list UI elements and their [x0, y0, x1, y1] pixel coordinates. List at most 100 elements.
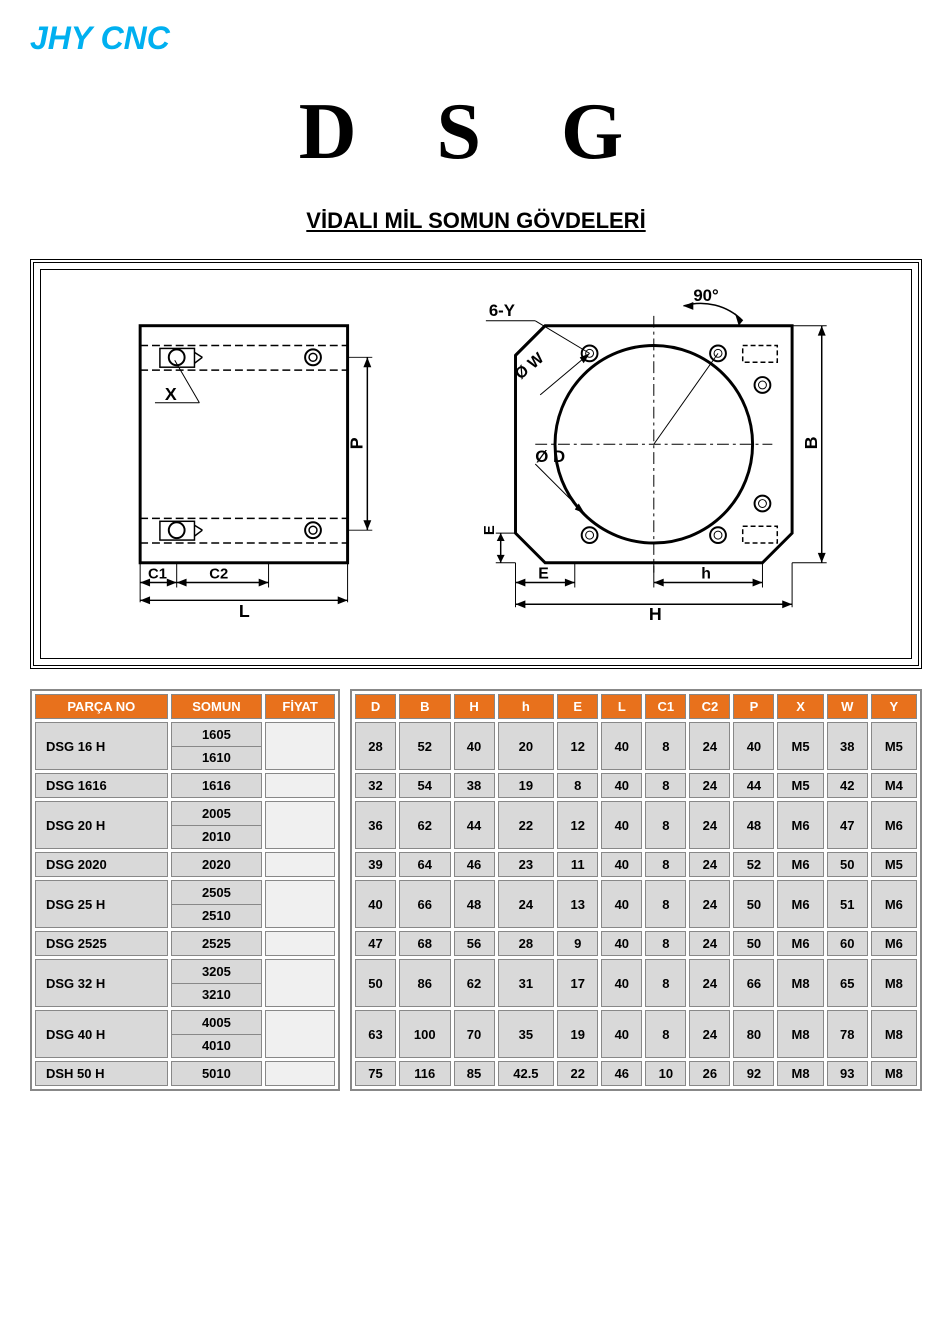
svg-text:B: B	[801, 436, 821, 449]
part-no: DSH 50 H	[35, 1061, 168, 1086]
main-title: D S G	[30, 87, 922, 178]
dim-cell: M5	[777, 773, 823, 798]
somun: 20052010	[171, 801, 263, 849]
table-row: 50866231174082466M865M8	[355, 959, 917, 1007]
svg-text:X: X	[165, 384, 177, 404]
svg-text:h: h	[701, 566, 711, 583]
dim-cell: 40	[454, 722, 495, 770]
dim-cell: 68	[399, 931, 450, 956]
svg-text:C1: C1	[148, 567, 167, 583]
fiyat	[265, 931, 335, 956]
somun: 40054010	[171, 1010, 263, 1058]
dim-cell: 20	[498, 722, 555, 770]
dim-cell: M8	[871, 1061, 917, 1086]
table-row: DSH 50 H5010	[35, 1061, 335, 1086]
dim-cell: 42.5	[498, 1061, 555, 1086]
fiyat	[265, 880, 335, 928]
dim-cell: 40	[601, 852, 642, 877]
dim-cell: 24	[498, 880, 555, 928]
table-row: DSG 16161616	[35, 773, 335, 798]
dim-cell: 24	[689, 959, 730, 1007]
dim-cell: M8	[871, 959, 917, 1007]
bolt-hole	[160, 348, 202, 367]
dim-cell: M5	[777, 722, 823, 770]
dim-cell: 22	[557, 1061, 598, 1086]
table-row: DSG 20 H20052010	[35, 801, 335, 849]
part-no: DSG 2525	[35, 931, 168, 956]
dim-cell: 63	[355, 1010, 396, 1058]
dim-cell: 31	[498, 959, 555, 1007]
dim-cell: 11	[557, 852, 598, 877]
dim-cell: 80	[733, 1010, 774, 1058]
column-header: SOMUN	[171, 694, 263, 719]
svg-text:P: P	[346, 437, 366, 449]
table-row: DSG 40 H40054010	[35, 1010, 335, 1058]
dim-cell: 42	[827, 773, 868, 798]
column-header: Y	[871, 694, 917, 719]
dim-cell: M8	[777, 1010, 823, 1058]
somun: 25052510	[171, 880, 263, 928]
part-no: DSG 40 H	[35, 1010, 168, 1058]
dim-cell: 47	[827, 801, 868, 849]
dim-cell: 46	[601, 1061, 642, 1086]
dim-cell: 8	[645, 722, 686, 770]
dim-cell: M5	[871, 722, 917, 770]
column-header: FİYAT	[265, 694, 335, 719]
dim-cell: M6	[871, 801, 917, 849]
fiyat	[265, 852, 335, 877]
dim-cell: 8	[557, 773, 598, 798]
dim-cell: M6	[871, 880, 917, 928]
diagram: X P C1 C2	[40, 269, 912, 659]
dim-cell: M5	[871, 852, 917, 877]
dim-cell: 51	[827, 880, 868, 928]
dim-cell: 40	[601, 773, 642, 798]
table-row: DSG 32 H32053210	[35, 959, 335, 1007]
dim-cell: 50	[827, 852, 868, 877]
dim-cell: 19	[557, 1010, 598, 1058]
dimensions-table: DBHhELC1C2PXWY 28524020124082440M538M532…	[350, 689, 922, 1091]
dim-cell: 78	[827, 1010, 868, 1058]
dim-cell: 24	[689, 880, 730, 928]
dim-cell: M8	[777, 959, 823, 1007]
dim-cell: 39	[355, 852, 396, 877]
table-row: 631007035194082480M878M8	[355, 1010, 917, 1058]
fiyat	[265, 722, 335, 770]
dim-cell: 40	[601, 801, 642, 849]
table-row: 3254381984082444M542M4	[355, 773, 917, 798]
dim-cell: 116	[399, 1061, 450, 1086]
dim-cell: 8	[645, 880, 686, 928]
dim-cell: 13	[557, 880, 598, 928]
fiyat	[265, 1061, 335, 1086]
dim-cell: 28	[498, 931, 555, 956]
dim-cell: 24	[689, 931, 730, 956]
dim-cell: 60	[827, 931, 868, 956]
dim-cell: M4	[871, 773, 917, 798]
dim-cell: 40	[601, 959, 642, 1007]
dim-cell: 24	[689, 1010, 730, 1058]
logo: JHY CNC	[30, 20, 922, 57]
table-row: 36624422124082448M647M6	[355, 801, 917, 849]
table-row: DSG 16 H16051610	[35, 722, 335, 770]
tables: PARÇA NOSOMUNFİYAT DSG 16 H16051610DSG 1…	[30, 689, 922, 1091]
dim-cell: M8	[871, 1010, 917, 1058]
dim-cell: 8	[645, 959, 686, 1007]
part-no: DSG 20 H	[35, 801, 168, 849]
dim-cell: 36	[355, 801, 396, 849]
svg-text:6-Y: 6-Y	[489, 301, 515, 320]
dim-cell: 8	[645, 931, 686, 956]
dim-cell: M6	[777, 880, 823, 928]
dim-cell: M6	[777, 931, 823, 956]
dim-cell: 75	[355, 1061, 396, 1086]
dim-cell: 38	[827, 722, 868, 770]
dim-cell: 66	[733, 959, 774, 1007]
column-header: C2	[689, 694, 730, 719]
column-header: P	[733, 694, 774, 719]
dim-cell: 44	[733, 773, 774, 798]
table-row: 4768562894082450M660M6	[355, 931, 917, 956]
technical-drawing: X P C1 C2	[71, 284, 881, 644]
dim-cell: 12	[557, 722, 598, 770]
table-row: 28524020124082440M538M5	[355, 722, 917, 770]
dim-cell: 24	[689, 773, 730, 798]
svg-text:90°: 90°	[693, 286, 718, 305]
somun: 32053210	[171, 959, 263, 1007]
